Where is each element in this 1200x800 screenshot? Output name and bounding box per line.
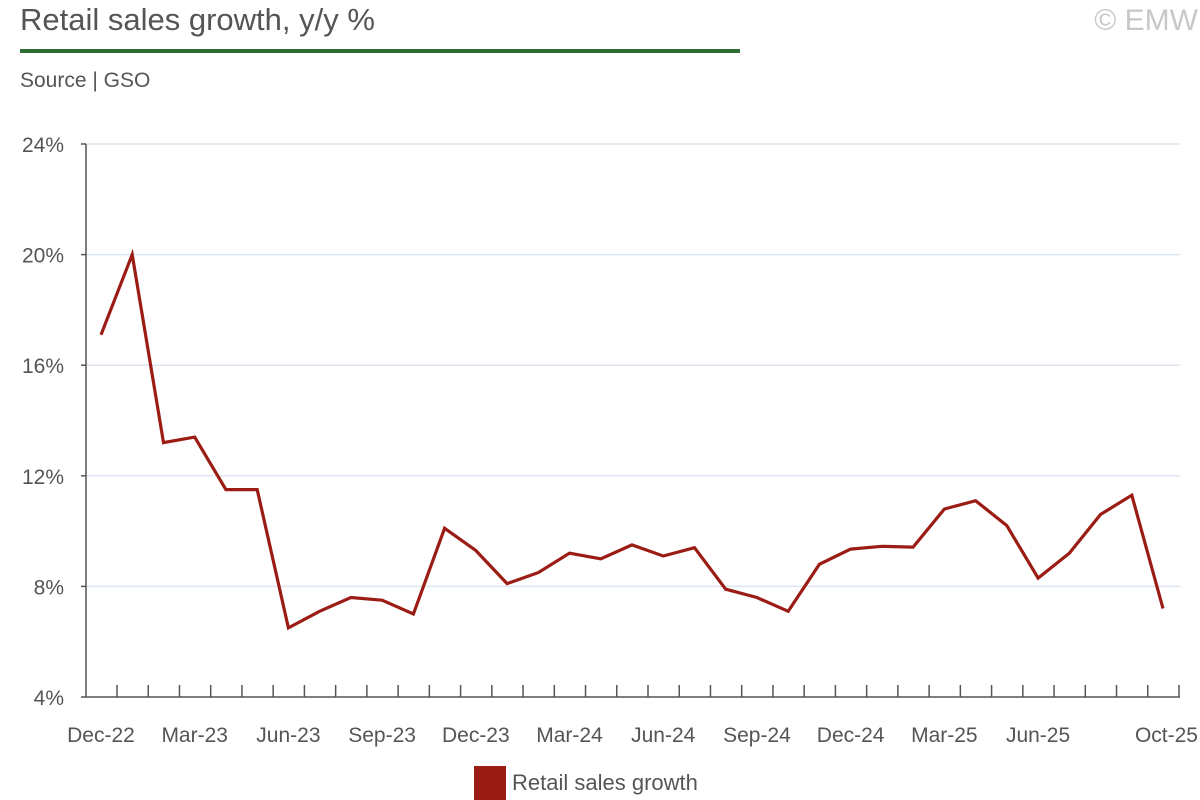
y-axis-tick-labels: 4% 8% 12% 16% 20% 24% bbox=[22, 134, 64, 710]
axes bbox=[81, 143, 1180, 698]
x-tick-label: Mar-25 bbox=[911, 724, 978, 747]
x-tick-label: Dec-24 bbox=[817, 724, 885, 747]
copyright-notice: © EMW bbox=[1094, 4, 1198, 37]
x-tick-label: Dec-23 bbox=[442, 724, 510, 747]
series-line-retail-sales-growth bbox=[99, 248, 1165, 631]
legend: Retail sales growth bbox=[474, 766, 698, 800]
source-note: Source | GSO bbox=[20, 69, 151, 92]
x-tick-label: Jun-24 bbox=[631, 724, 696, 747]
x-tick-label: Jun-23 bbox=[256, 724, 320, 747]
y-tick-label: 20% bbox=[22, 245, 64, 268]
title-underline bbox=[20, 49, 740, 53]
legend-swatch bbox=[474, 766, 506, 800]
y-tick-label: 12% bbox=[22, 466, 64, 489]
chart-title: Retail sales growth, y/y % bbox=[20, 2, 375, 37]
y-tick-label: 8% bbox=[34, 576, 64, 599]
x-tick-label: Sep-23 bbox=[348, 724, 416, 747]
legend-label: Retail sales growth bbox=[512, 770, 698, 795]
series-layer bbox=[99, 248, 1165, 631]
x-tick-label: Sep-24 bbox=[723, 724, 791, 747]
y-tick-label: 4% bbox=[34, 687, 64, 710]
y-tick-label: 24% bbox=[22, 134, 64, 157]
y-tick-label: 16% bbox=[22, 355, 64, 378]
x-tick-label: Jun-25 bbox=[1006, 724, 1070, 747]
x-tick-label: Mar-23 bbox=[161, 724, 228, 747]
x-tick-label: Mar-24 bbox=[536, 724, 603, 747]
gridlines bbox=[86, 143, 1180, 588]
x-axis-tick-labels: Dec-22 Mar-23 Jun-23 Sep-23 Dec-23 Mar-24 Jun-… bbox=[67, 724, 1198, 747]
x-tick-label: Dec-22 bbox=[67, 724, 135, 747]
x-tick-label: Oct-25 bbox=[1135, 724, 1198, 747]
